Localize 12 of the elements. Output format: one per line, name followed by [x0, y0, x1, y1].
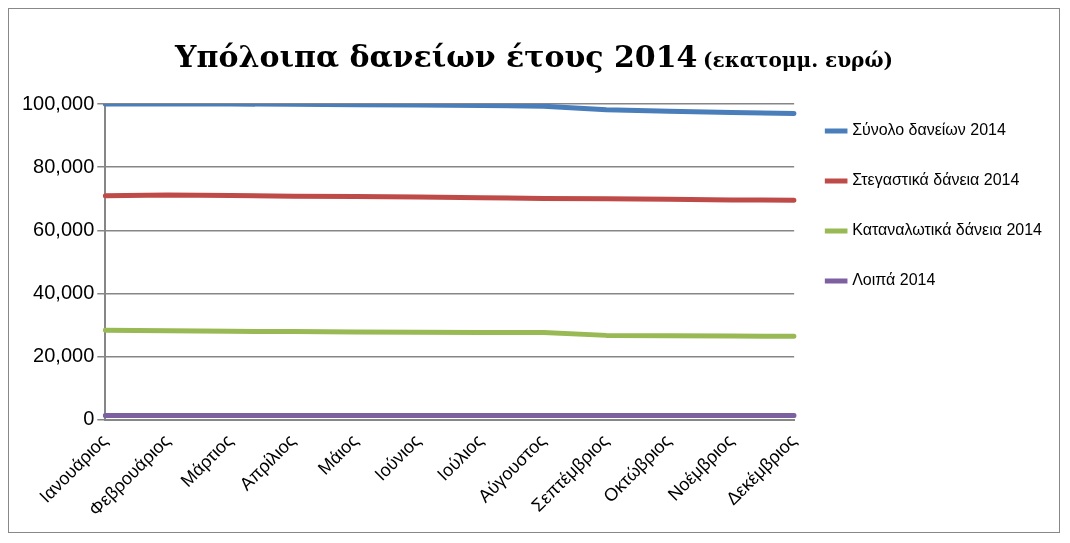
- legend-label: Σύνολο δανείων 2014: [852, 121, 1006, 139]
- y-tick-label: 80,000: [33, 154, 95, 177]
- y-tick-label: 0: [83, 407, 95, 430]
- chart-subtitle: (εκατομμ. ευρώ): [703, 48, 893, 72]
- y-tick-label: 40,000: [33, 280, 95, 303]
- legend-label: Λοιπά 2014: [852, 271, 936, 289]
- y-tick-label: 100,000: [22, 91, 95, 114]
- chart-title: Υπόλοιπα δανείων έτους 2014: [175, 39, 698, 74]
- legend-label: Στεγαστικά δάνεια 2014: [852, 171, 1020, 189]
- legend-label: Καταναλωτικά δάνεια 2014: [852, 221, 1043, 239]
- y-tick-label: 60,000: [33, 217, 95, 240]
- y-tick-label: 20,000: [33, 344, 95, 367]
